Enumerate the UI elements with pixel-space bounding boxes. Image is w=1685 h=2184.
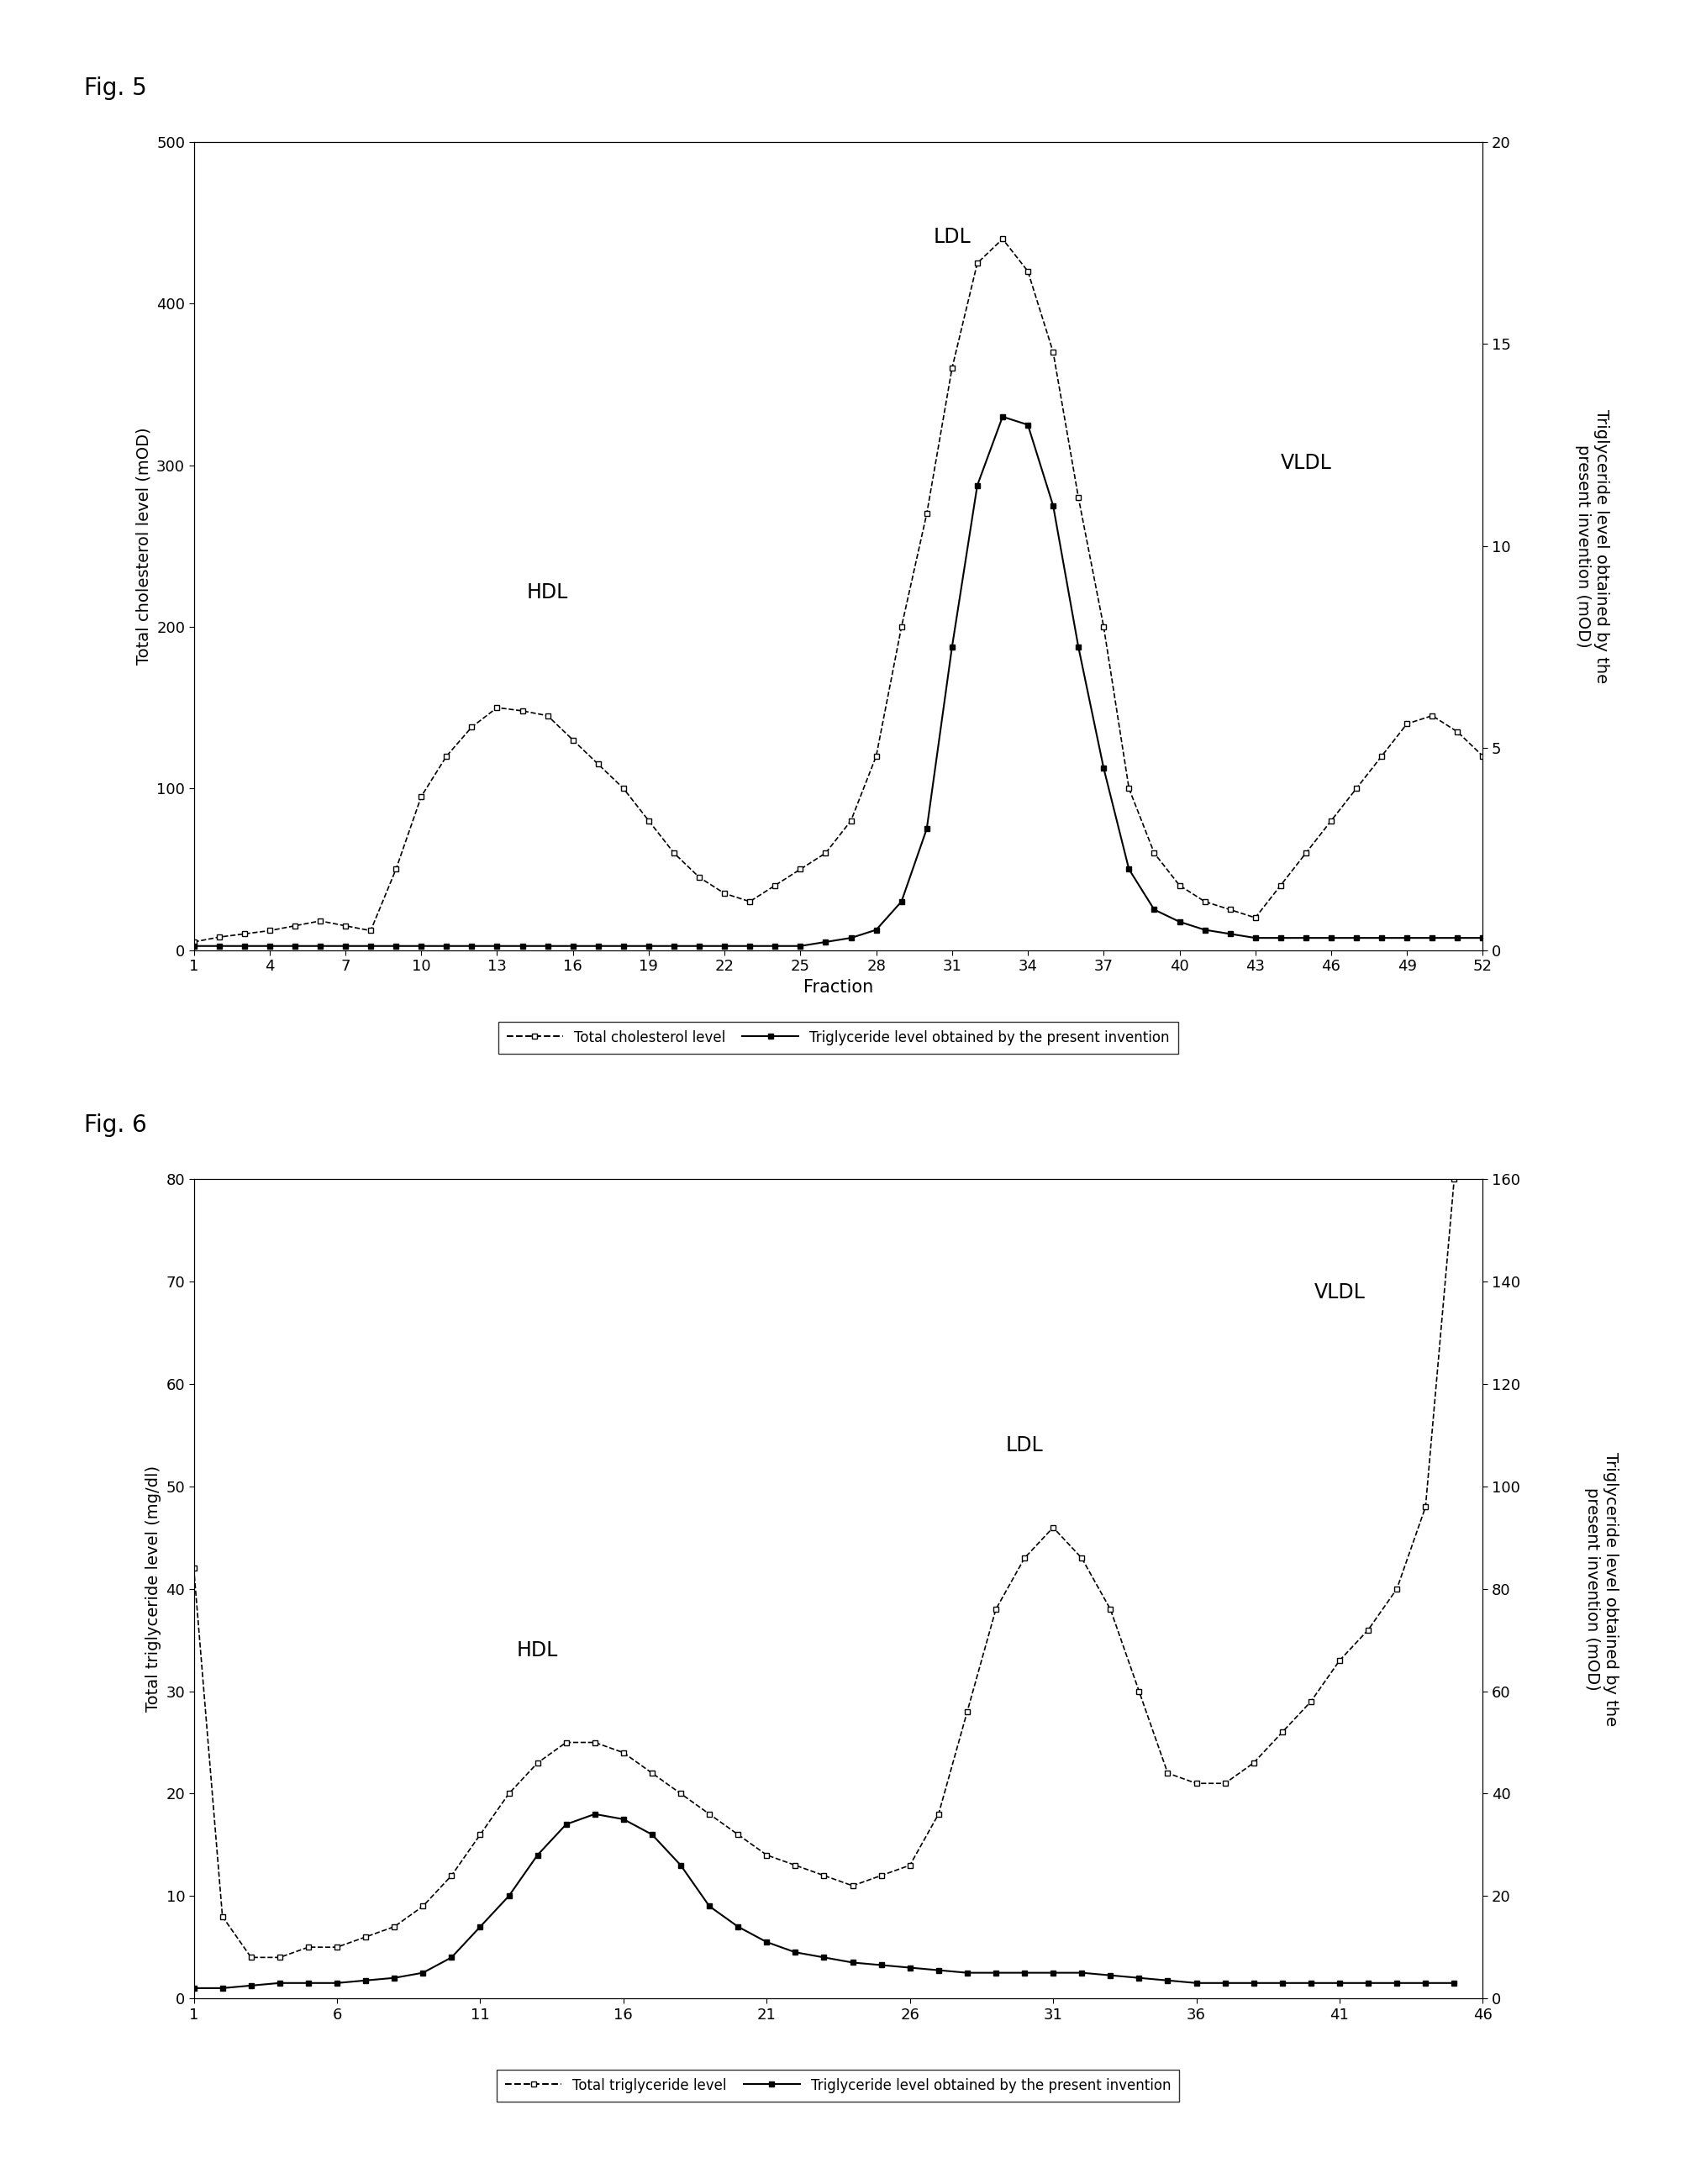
Text: LDL: LDL — [1006, 1435, 1043, 1457]
Y-axis label: Total triglyceride level (mg/dl): Total triglyceride level (mg/dl) — [145, 1465, 162, 1712]
Text: VLDL: VLDL — [1281, 452, 1331, 474]
Text: HDL: HDL — [527, 583, 568, 603]
Text: LDL: LDL — [933, 227, 971, 247]
Y-axis label: Triglyceride level obtained by the
present invention (mOD): Triglyceride level obtained by the prese… — [1584, 1452, 1619, 1725]
Text: HDL: HDL — [517, 1640, 558, 1660]
Legend: Total triglyceride level, Triglyceride level obtained by the present invention: Total triglyceride level, Triglyceride l… — [497, 2070, 1180, 2101]
Y-axis label: Triglyceride level obtained by the
present invention (mOD): Triglyceride level obtained by the prese… — [1575, 408, 1609, 684]
Text: VLDL: VLDL — [1314, 1282, 1365, 1302]
Text: Fig. 5: Fig. 5 — [84, 76, 147, 100]
Text: Fig. 6: Fig. 6 — [84, 1114, 147, 1138]
Y-axis label: Total cholesterol level (mOD): Total cholesterol level (mOD) — [136, 428, 152, 664]
Legend: Total cholesterol level, Triglyceride level obtained by the present invention: Total cholesterol level, Triglyceride le… — [499, 1022, 1178, 1053]
X-axis label: Fraction: Fraction — [804, 978, 873, 996]
